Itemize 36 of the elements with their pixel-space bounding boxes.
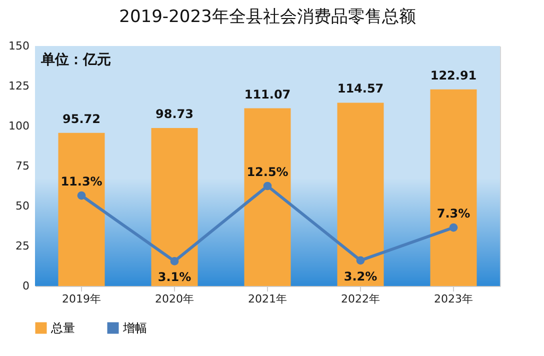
- point: [356, 256, 365, 265]
- x-tick-label: 2019年: [62, 292, 101, 306]
- data-label: 114.57: [337, 82, 384, 96]
- point: [449, 223, 458, 232]
- data-label: 95.72: [62, 112, 100, 126]
- y-tick-label: 100: [8, 120, 30, 132]
- y-tick-label: 75: [16, 160, 30, 172]
- data-label: 3.2%: [344, 269, 378, 284]
- data-label: 111.07: [244, 87, 291, 102]
- data-label: 122.91: [430, 68, 477, 82]
- x-tick-label: 2021年: [248, 292, 287, 306]
- bar: [58, 132, 105, 286]
- x-tick-label: 2022年: [341, 292, 380, 306]
- x-tick-label: 2023年: [434, 292, 473, 306]
- x-tick-label: 2020年: [155, 292, 194, 306]
- bar: [244, 108, 291, 286]
- data-label: 3.1%: [158, 270, 192, 284]
- legend-label: 增幅: [122, 321, 147, 335]
- y-tick-label: 50: [16, 200, 30, 212]
- chart-title: 2019-2023年全县社会消费品零售总额: [119, 7, 416, 27]
- data-label: 12.5%: [246, 165, 288, 179]
- y-tick-label: 0: [22, 280, 30, 292]
- bar: [151, 128, 198, 286]
- point: [77, 191, 86, 200]
- y-tick-label: 125: [8, 80, 30, 92]
- point: [263, 182, 272, 190]
- annotation: 单位：亿元: [40, 52, 111, 68]
- y-tick-label: 25: [16, 240, 30, 252]
- bar: [430, 89, 477, 286]
- y-tick-label: 150: [8, 40, 30, 52]
- data-label: 11.3%: [60, 174, 102, 189]
- point: [170, 257, 179, 266]
- legend-label: 总量: [50, 321, 75, 335]
- data-label: 98.73: [156, 107, 194, 122]
- data-label: 7.3%: [436, 206, 470, 221]
- bar: [337, 102, 384, 286]
